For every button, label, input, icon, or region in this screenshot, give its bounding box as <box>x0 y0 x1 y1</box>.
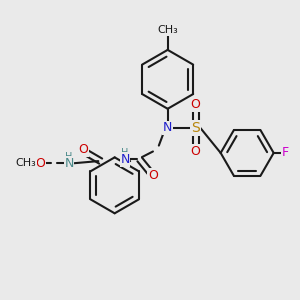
Text: O: O <box>35 157 45 170</box>
Text: O: O <box>148 169 158 182</box>
Text: N: N <box>64 157 74 170</box>
Text: O: O <box>191 98 201 111</box>
Text: O: O <box>78 143 88 157</box>
Text: H: H <box>65 152 73 162</box>
Text: H: H <box>121 148 129 158</box>
Text: N: N <box>163 122 172 134</box>
Text: CH₃: CH₃ <box>157 25 178 35</box>
Text: CH₃: CH₃ <box>15 158 36 168</box>
Text: S: S <box>191 121 200 135</box>
Text: N: N <box>120 153 130 166</box>
Text: F: F <box>282 146 289 159</box>
Text: O: O <box>191 145 201 158</box>
